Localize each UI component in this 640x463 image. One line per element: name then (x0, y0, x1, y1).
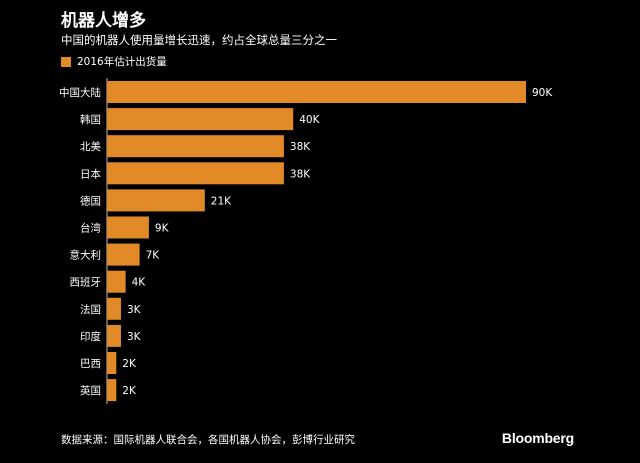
chart-title: 机器人增多 (61, 11, 146, 31)
bar (107, 108, 294, 131)
category-label: 印度 (80, 330, 101, 343)
value-label: 4K (132, 277, 147, 289)
value-label: 90K (532, 87, 553, 99)
legend-swatch (61, 56, 71, 67)
bar (107, 324, 121, 347)
bar (107, 162, 284, 185)
value-label: 2K (122, 385, 137, 397)
chart-subtitle: 中国的机器人使用量增长迅速，约占全球总量三分之一 (61, 33, 337, 47)
bar (107, 243, 140, 266)
category-label: 北美 (80, 140, 101, 153)
category-label: 法国 (80, 303, 101, 316)
bloomberg-logo: Bloomberg (501, 430, 574, 446)
category-label: 台湾 (80, 222, 101, 235)
legend: 2016年估计出货量 (61, 54, 167, 69)
value-label: 3K (127, 304, 142, 316)
value-label: 21K (211, 195, 232, 207)
category-label: 德国 (80, 194, 101, 207)
value-label: 7K (146, 250, 161, 262)
value-label: 38K (290, 168, 311, 180)
bar (107, 379, 117, 402)
value-label: 38K (290, 141, 311, 153)
category-label: 巴西 (80, 358, 101, 370)
data-source-note: 数据来源：国际机器人联合会，各国机器人协会，彭博行业研究 (61, 434, 355, 446)
category-label: 英国 (80, 384, 101, 397)
value-label: 9K (155, 223, 170, 235)
category-label: 韩国 (80, 113, 101, 126)
bar (107, 270, 126, 293)
bar (107, 297, 121, 320)
category-label: 日本 (80, 167, 101, 180)
bar (107, 189, 205, 212)
bar (107, 135, 284, 158)
value-label: 40K (299, 114, 320, 126)
bar (107, 352, 117, 374)
value-label: 2K (122, 358, 137, 370)
legend-label: 2016年估计出货量 (77, 56, 167, 68)
category-label: 意大利 (70, 249, 102, 262)
bar (107, 216, 149, 239)
bar (107, 81, 526, 103)
category-label: 中国大陆 (59, 86, 101, 99)
category-label: 西班牙 (70, 277, 102, 289)
value-label: 3K (127, 331, 142, 343)
